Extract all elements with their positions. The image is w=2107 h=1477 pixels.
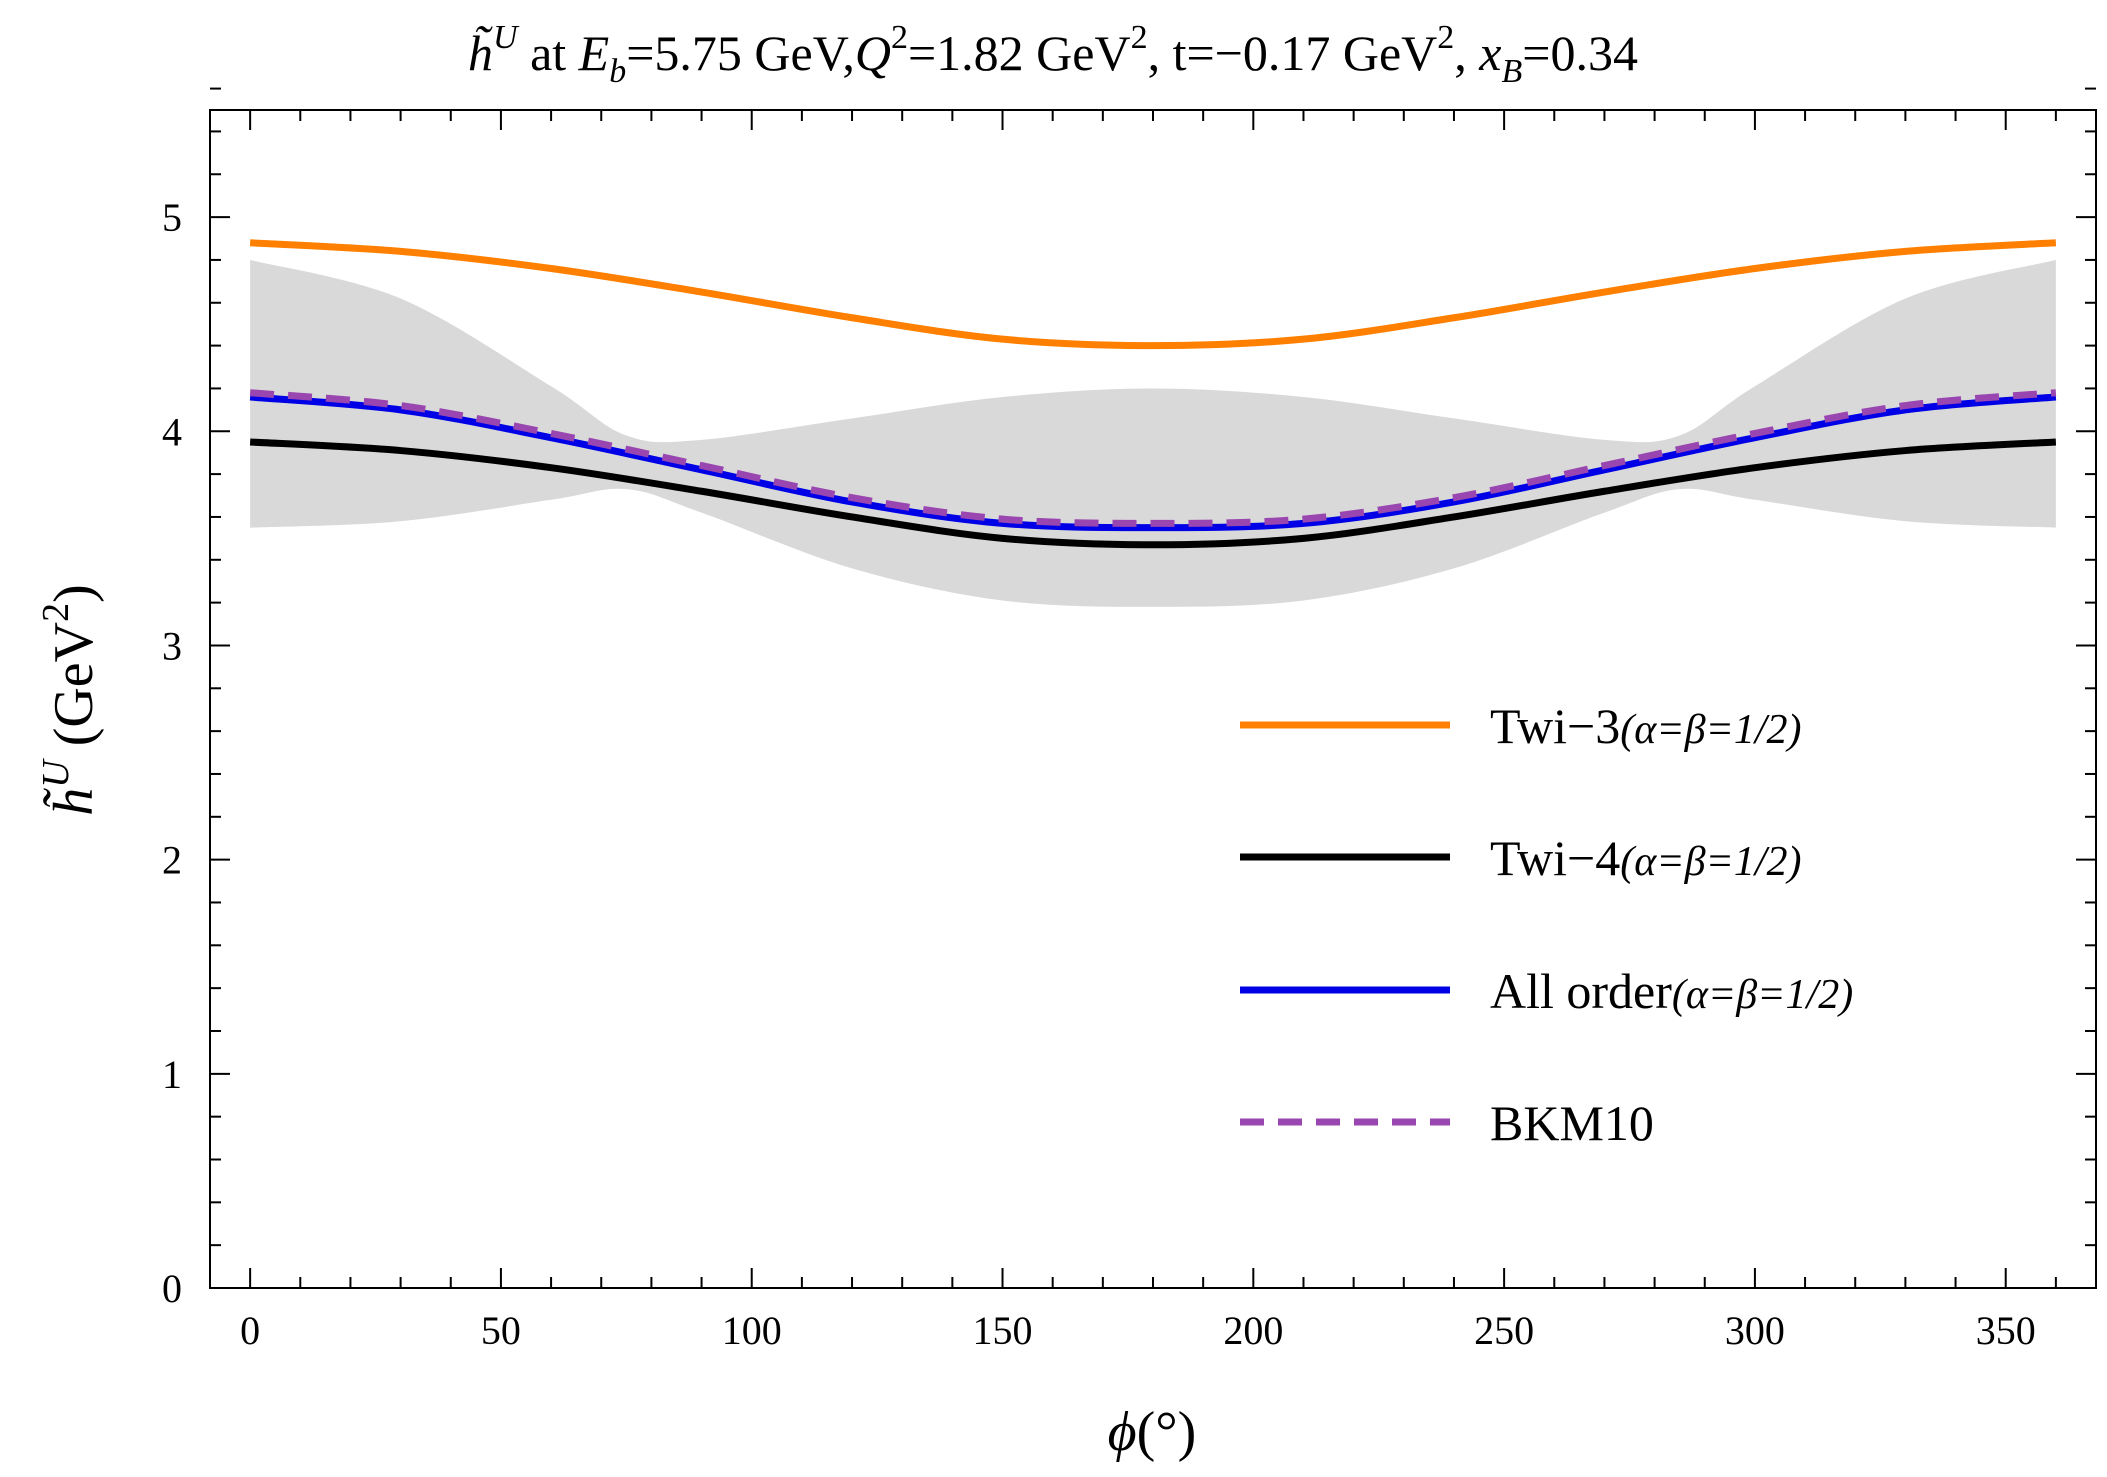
title-q-sup: 2 bbox=[891, 19, 908, 56]
title-symbol-sup: U bbox=[493, 19, 520, 56]
title-eb-value: =5.75 GeV, bbox=[626, 25, 855, 81]
series-line-twi-3 bbox=[249, 239, 2057, 350]
legend-item-all-order: All order(α=β=1/2) bbox=[1240, 963, 1853, 1019]
x-tick-label: 0 bbox=[240, 1308, 260, 1353]
y-tick-label: 3 bbox=[162, 623, 182, 668]
y-tick-label: 2 bbox=[162, 838, 182, 883]
title-q-value: =1.82 GeV bbox=[908, 25, 1131, 81]
title-at: at bbox=[530, 25, 566, 81]
x-axis-phi: ϕ bbox=[1108, 1401, 1137, 1463]
uncertainty-band bbox=[250, 259, 2056, 607]
y-axis-symbol: h̃ bbox=[42, 787, 105, 816]
series-line-all-order bbox=[249, 393, 2057, 532]
legend-item-twi3: Twi−3(α=β=1/2) bbox=[1240, 698, 1802, 754]
title-q-symbol: Q bbox=[855, 25, 891, 81]
legend: Twi−3(α=β=1/2) Twi−4(α=β=1/2) All order(… bbox=[1240, 698, 1853, 1151]
chart-title: h̃U at Eb=5.75 GeV,Q2=1.82 GeV2, t=−0.17… bbox=[468, 19, 1638, 90]
title-xb-symbol: x bbox=[1478, 25, 1501, 81]
y-tick-label: 1 bbox=[162, 1052, 182, 1097]
y-axis-unit: (GeV bbox=[43, 622, 105, 746]
legend-item-twi4: Twi−4(α=β=1/2) bbox=[1240, 830, 1802, 886]
plot-frame bbox=[209, 109, 2097, 1289]
title-q-unit-sup: 2 bbox=[1131, 19, 1148, 56]
y-tick-label: 0 bbox=[162, 1266, 182, 1311]
title-xb-value: =0.34 bbox=[1522, 25, 1638, 81]
title-xb-sub: B bbox=[1502, 53, 1523, 90]
series-line-twi-4 bbox=[249, 438, 2057, 549]
title-eb-symbol: E bbox=[578, 25, 610, 81]
legend-label-twi4: Twi−4(α=β=1/2) bbox=[1490, 830, 1802, 886]
series-line-bkm10 bbox=[249, 389, 2057, 527]
x-tick-label: 200 bbox=[1223, 1308, 1283, 1353]
y-tick-label: 5 bbox=[162, 195, 182, 240]
x-tick-label: 250 bbox=[1474, 1308, 1534, 1353]
y-axis-unit-close: ) bbox=[43, 584, 105, 603]
y-axis-unit-sup: 2 bbox=[35, 603, 77, 622]
title-t-part: , t=−0.17 GeV bbox=[1148, 25, 1438, 81]
x-tick-label: 100 bbox=[722, 1308, 782, 1353]
legend-label-twi3: Twi−3(α=β=1/2) bbox=[1490, 698, 1802, 754]
x-tick-label: 300 bbox=[1725, 1308, 1785, 1353]
y-axis-sup: U bbox=[35, 758, 77, 788]
x-axis-title: ϕ(°) bbox=[1108, 1401, 1197, 1463]
y-tick-label: 4 bbox=[162, 409, 182, 454]
y-axis-title: h̃U (GeV2) bbox=[35, 584, 105, 816]
title-symbol: h̃ bbox=[468, 25, 493, 81]
x-tick-label: 50 bbox=[481, 1308, 521, 1353]
legend-label-bkm10: BKM10 bbox=[1490, 1095, 1654, 1151]
legend-label-all-order: All order(α=β=1/2) bbox=[1490, 963, 1853, 1019]
x-tick-label: 350 bbox=[1976, 1308, 2036, 1353]
legend-item-bkm10: BKM10 bbox=[1240, 1095, 1654, 1151]
title-t-unit-sup: 2 bbox=[1437, 19, 1454, 56]
title-t-tail: , bbox=[1454, 25, 1467, 81]
x-tick-label: 150 bbox=[973, 1308, 1033, 1353]
title-eb-sub: b bbox=[609, 53, 626, 90]
x-axis-unit: (°) bbox=[1137, 1401, 1197, 1463]
